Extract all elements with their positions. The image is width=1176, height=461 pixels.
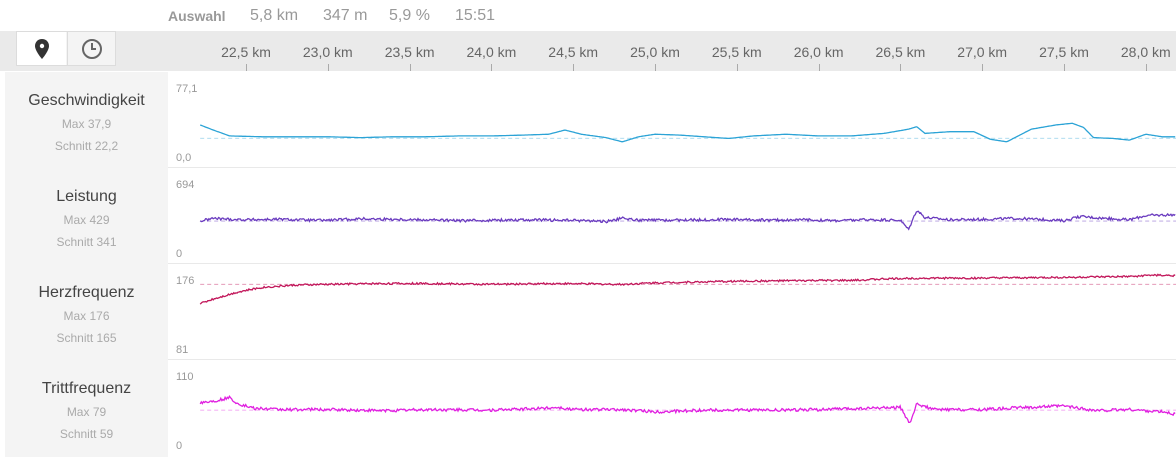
- chart-max: Max 37,9: [61, 117, 112, 131]
- distance-tick-mark: [818, 64, 820, 71]
- map-pin-icon: [34, 38, 49, 59]
- chart-row-speed: Geschwindigkeit Max 37,9 Schnitt 22,2 77…: [0, 72, 1176, 168]
- chart-max: Max 79: [66, 405, 107, 419]
- distance-tick-mark: [900, 64, 902, 71]
- selection-time: 15:51: [455, 7, 496, 24]
- distance-axis-bar: 22,5 km 23,0 km 23,5 km 24,0 km 24,5 km 25,0 …: [0, 31, 1176, 71]
- chart-label-power: Leistung Max 429 Schnitt 341: [5, 168, 168, 264]
- distance-tick-label: 27,0 km: [957, 44, 1008, 60]
- y-min-label: 0: [176, 248, 183, 260]
- series-line: [199, 210, 1176, 231]
- distance-tick-label: 22,5 km: [221, 44, 271, 60]
- series-line: [199, 395, 1176, 424]
- chart-max: Max 176: [63, 309, 110, 323]
- distance-tick-label: 27,5 km: [1039, 44, 1089, 60]
- series-line: [199, 122, 1176, 143]
- distance-tick-label: 23,0 km: [302, 44, 353, 60]
- y-min-label: 0: [176, 440, 183, 452]
- speed-chart[interactable]: [176, 92, 1176, 157]
- cadence-chart[interactable]: [176, 380, 1176, 445]
- heartrate-chart[interactable]: [176, 272, 1176, 349]
- y-min-label: 0,0: [176, 152, 192, 164]
- selection-grade: 5,9 %: [389, 7, 430, 24]
- row-divider: [168, 359, 1176, 360]
- distance-tick-mark: [491, 64, 493, 71]
- distance-mode-button[interactable]: [17, 32, 66, 65]
- selection-elevation: 347 m: [323, 7, 368, 24]
- clock-icon: [82, 38, 102, 59]
- distance-tick-label: 28,0 km: [1120, 44, 1171, 60]
- y-max-label: 77,1: [176, 83, 198, 95]
- distance-tick-label: 24,5 km: [548, 44, 599, 60]
- selection-summary: Auswahl 5,8 km 347 m 5,9 % 15:51: [0, 0, 1176, 31]
- distance-tick-label: 25,5 km: [711, 44, 762, 60]
- row-divider: [168, 167, 1176, 168]
- distance-tick-mark: [982, 64, 984, 71]
- chart-title: Geschwindigkeit: [28, 92, 145, 109]
- series-line: [199, 273, 1176, 305]
- distance-tick-mark: [409, 64, 411, 71]
- distance-tick-mark: [573, 64, 575, 71]
- chart-row-heartrate: Herzfrequenz Max 176 Schnitt 165 176 81: [0, 264, 1176, 360]
- distance-tick-mark: [736, 64, 738, 71]
- chart-average: Schnitt 22,2: [54, 139, 119, 153]
- distance-tick-mark: [1145, 64, 1147, 71]
- chart-average: Schnitt 165: [56, 331, 117, 345]
- chart-row-power: Leistung Max 429 Schnitt 341 694 0: [0, 168, 1176, 264]
- selection-label: Auswahl: [168, 8, 226, 24]
- selection-distance: 5,8 km: [250, 7, 299, 24]
- y-max-label: 694: [176, 179, 195, 191]
- chart-average: Schnitt 341: [56, 235, 117, 249]
- chart-label-speed: Geschwindigkeit Max 37,9 Schnitt 22,2: [5, 72, 168, 168]
- view-toggle: [16, 31, 116, 66]
- chart-row-cadence: Trittfrequenz Max 79 Schnitt 59 110 0: [0, 360, 1176, 457]
- distance-tick-mark: [327, 64, 329, 71]
- power-chart[interactable]: [176, 188, 1176, 253]
- y-min-label: 81: [176, 344, 189, 356]
- distance-tick-label: 26,5 km: [875, 44, 926, 60]
- chart-max: Max 429: [63, 213, 110, 227]
- chart-title: Herzfrequenz: [38, 284, 135, 301]
- chart-label-heartrate: Herzfrequenz Max 176 Schnitt 165: [5, 264, 168, 360]
- distance-tick-label: 25,0 km: [630, 44, 680, 60]
- row-divider: [168, 263, 1176, 264]
- chart-label-cadence: Trittfrequenz Max 79 Schnitt 59: [5, 360, 168, 457]
- chart-average: Schnitt 59: [59, 427, 114, 441]
- distance-tick-mark: [246, 64, 247, 71]
- distance-tick-label: 26,0 km: [793, 44, 844, 60]
- chart-title: Trittfrequenz: [41, 380, 132, 397]
- y-max-label: 110: [176, 371, 194, 383]
- chart-title: Leistung: [56, 188, 117, 205]
- distance-tick-mark: [655, 64, 656, 71]
- distance-tick-label: 24,0 km: [466, 44, 517, 60]
- time-mode-button[interactable]: [67, 32, 116, 65]
- y-max-label: 176: [176, 275, 195, 287]
- distance-tick-label: 23,5 km: [384, 44, 435, 60]
- distance-tick-mark: [1064, 64, 1065, 71]
